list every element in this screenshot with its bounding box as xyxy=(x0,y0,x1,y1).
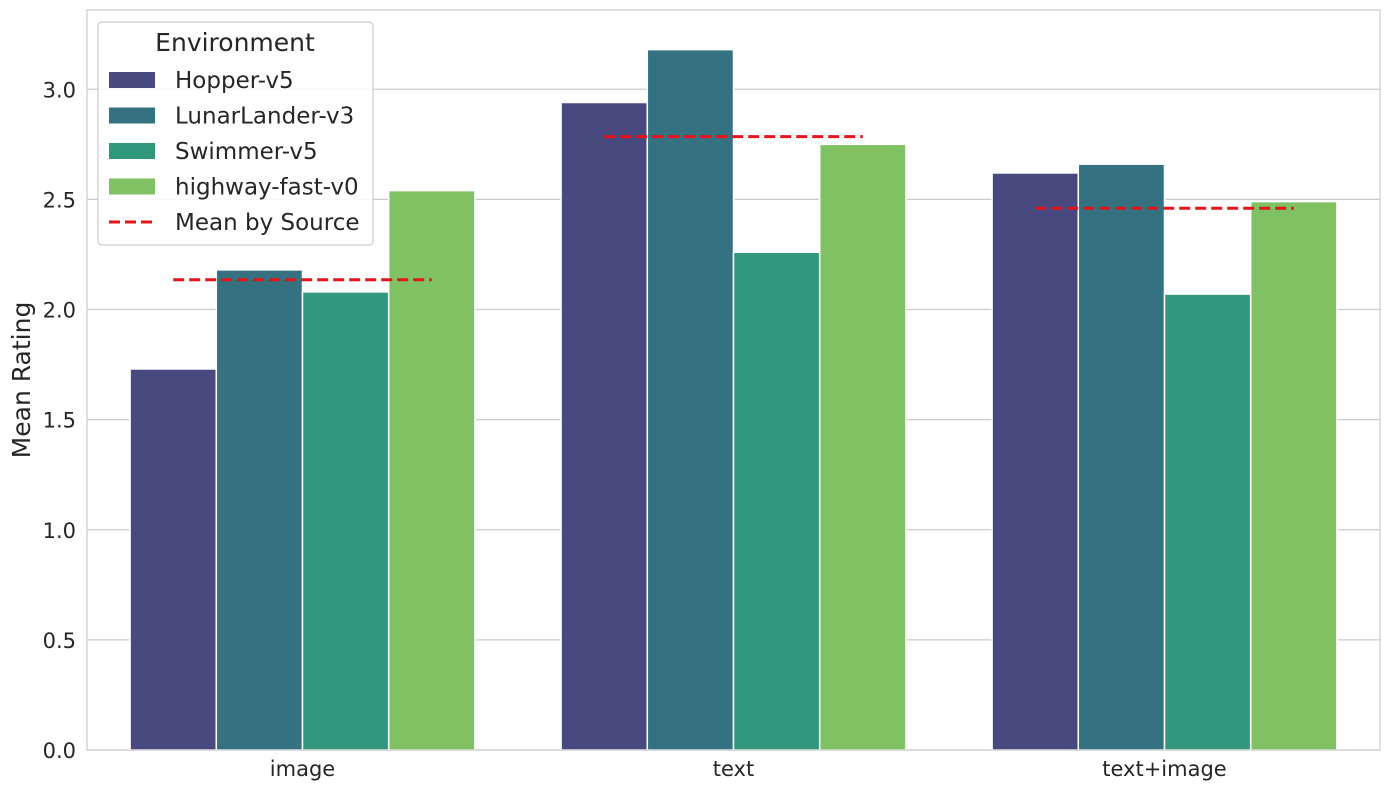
legend-label: highway-fast-v0 xyxy=(175,175,359,201)
bar-Swimmer-v5-text xyxy=(732,251,821,751)
legend: Environment Hopper-v5 LunarLander-v3 Swimm… xyxy=(97,21,374,246)
plot-frame xyxy=(86,9,1381,751)
mean-lines xyxy=(173,135,1294,282)
bar-Hopper-v5-image xyxy=(129,368,218,751)
legend-label: Hopper-v5 xyxy=(175,68,294,94)
y-tick-label: 1.5 xyxy=(43,409,76,433)
legend-title: Environment xyxy=(155,28,315,57)
legend-items: Hopper-v5 LunarLander-v3 Swimmer-v5 highway… xyxy=(109,68,360,236)
legend-label: Swimmer-v5 xyxy=(175,139,318,165)
bar-Hopper-v5-text xyxy=(560,101,649,751)
x-tick-labels: image text text+image xyxy=(270,757,1227,781)
y-tick-label: 2.5 xyxy=(43,188,76,212)
y-axis-title: Mean Rating xyxy=(7,302,36,459)
x-tick-label: text xyxy=(713,757,754,781)
legend-swatch-Swimmer-v5 xyxy=(109,143,155,159)
legend-label: Mean by Source xyxy=(175,210,360,236)
bars xyxy=(129,48,1338,751)
y-tick-label: 2.0 xyxy=(43,299,76,323)
bar-LunarLander-v3-image xyxy=(215,269,304,751)
bar-highway-fast-v0-text xyxy=(818,143,907,751)
bar-highway-fast-v0-text+image xyxy=(1249,200,1338,751)
legend-swatch-highway-fast-v0 xyxy=(109,178,155,195)
y-tick-label: 0.0 xyxy=(43,739,76,763)
bar-LunarLander-v3-text xyxy=(646,48,735,751)
x-tick-label: text+image xyxy=(1102,757,1226,781)
y-tick-label: 0.5 xyxy=(43,629,76,653)
bar-Hopper-v5-text+image xyxy=(991,172,1080,751)
legend-swatch-LunarLander-v3 xyxy=(109,107,155,124)
legend-box xyxy=(97,21,374,246)
y-tick-label: 1.0 xyxy=(43,519,76,543)
bar-Swimmer-v5-text+image xyxy=(1163,293,1252,751)
bar-highway-fast-v0-image xyxy=(387,189,476,751)
y-tick-labels: 0.0 0.5 1.0 1.5 2.0 2.5 3.0 xyxy=(43,78,76,763)
legend-label: LunarLander-v3 xyxy=(175,104,354,130)
legend-swatch-Hopper-v5 xyxy=(109,72,155,88)
bar-LunarLander-v3-text+image xyxy=(1077,163,1166,751)
y-tick-label: 3.0 xyxy=(43,78,76,102)
x-tick-label: image xyxy=(270,757,335,781)
bar-Swimmer-v5-image xyxy=(301,291,390,751)
